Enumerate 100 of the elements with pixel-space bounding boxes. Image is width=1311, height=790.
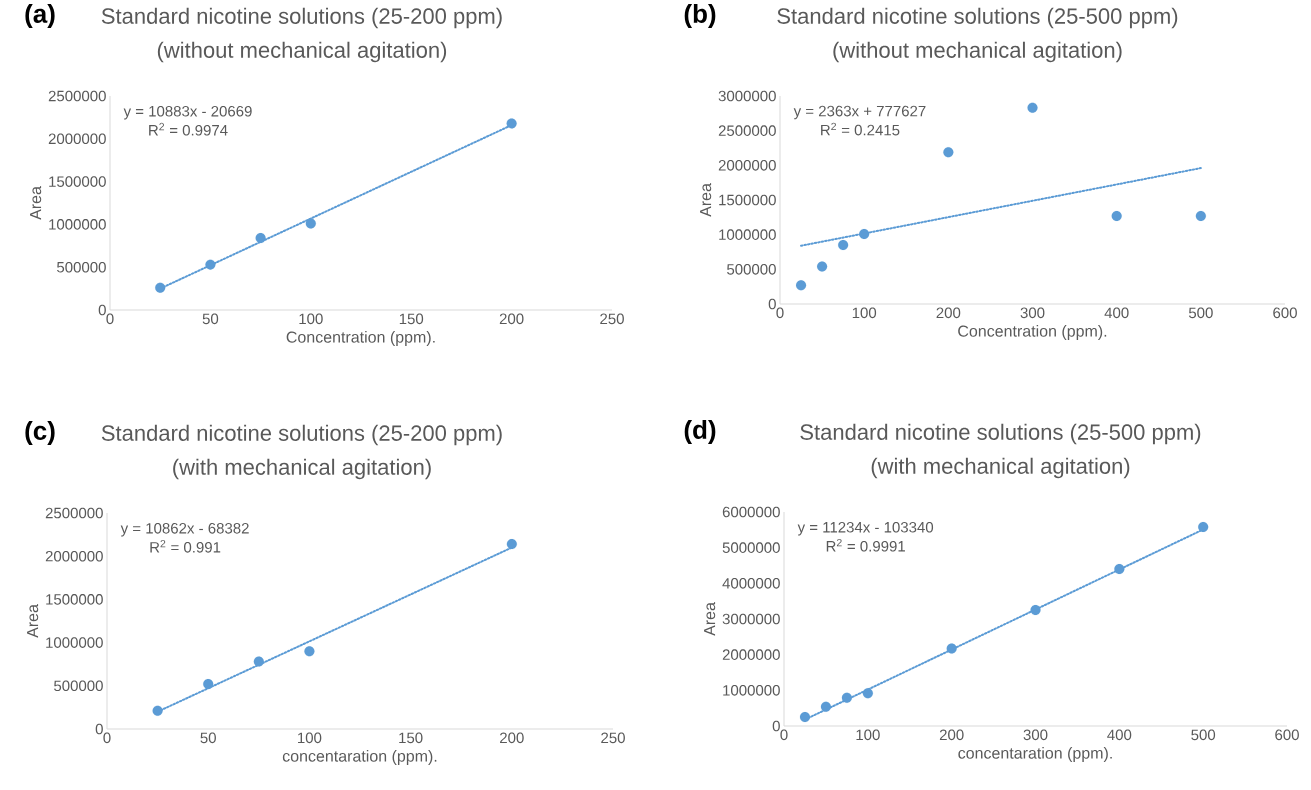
y-tick-label: 1000000 <box>46 637 103 648</box>
y-axis-title: Area <box>27 604 39 638</box>
point <box>799 712 811 723</box>
point <box>859 228 870 240</box>
x-tick-label: 200 <box>939 729 964 741</box>
point <box>817 261 828 272</box>
y-axis-title: Area <box>704 602 716 636</box>
x-tick-label: 100 <box>298 732 322 744</box>
annotation: y = 2363x + 777627 <box>793 105 926 120</box>
x-tick-label: 200 <box>936 307 961 319</box>
x-axis-title: Concentration (ppm). <box>286 331 435 346</box>
point <box>820 701 831 712</box>
text: (c) <box>25 420 55 446</box>
y-axis-title: Area <box>30 186 42 220</box>
point <box>1030 605 1041 616</box>
point <box>205 259 216 270</box>
x-tick-label: 50 <box>200 732 216 744</box>
y-tick-label: 2000000 <box>718 160 776 171</box>
y-tick-label: 2000000 <box>722 649 780 660</box>
y-tick-label: 500000 <box>54 680 103 692</box>
point <box>255 233 266 244</box>
y-tick-label: 1500000 <box>719 194 776 206</box>
point <box>862 688 873 699</box>
y-tick-label: 0 <box>772 720 780 732</box>
chart-title: Standard nicotine solutions (25-200 ppm) <box>101 7 502 29</box>
y-tick-label: 2500000 <box>718 125 776 136</box>
annotation: R$^{2}$ = 0.2415 <box>821 122 900 136</box>
y-tick-label: 2500000 <box>48 90 106 102</box>
chart-subtitle: (without mechanical agitation) <box>157 41 447 63</box>
chart-subtitle: (without mechanical agitation) <box>833 41 1122 63</box>
x-tick-label: 150 <box>399 732 423 744</box>
y-tick-label: 4000000 <box>722 578 780 589</box>
y-tick-label: 3000000 <box>718 90 776 102</box>
x-tick-label: 500 <box>1188 307 1213 319</box>
x-tick-label: 400 <box>1104 307 1129 319</box>
point <box>152 705 163 716</box>
point <box>506 118 517 129</box>
point <box>155 282 166 293</box>
y-tick-label: 0 <box>768 298 776 310</box>
text: (a) <box>25 3 55 29</box>
x-tick-label: 600 <box>1275 729 1299 741</box>
point <box>1027 102 1038 113</box>
y-tick-label: 2000000 <box>45 550 103 562</box>
x-tick-label: 100 <box>852 307 877 319</box>
x-tick-label: 600 <box>1273 307 1297 319</box>
annotation: R$^{2}$ = 0.9991 <box>826 538 905 552</box>
y-tick-label: 6000000 <box>722 506 780 518</box>
point <box>795 280 807 291</box>
point <box>253 656 264 667</box>
x-tick-label: 250 <box>601 732 625 744</box>
y-tick-label: 1000000 <box>49 219 106 230</box>
y-tick-label: 500000 <box>727 264 776 275</box>
point <box>305 218 316 229</box>
point <box>304 646 315 657</box>
point <box>838 240 849 251</box>
y-axis-title: Area <box>700 183 712 217</box>
annotation: y = 10862x - 68382 <box>120 523 249 537</box>
y-tick-label: 1000000 <box>723 685 780 696</box>
x-tick-label: 300 <box>1020 307 1045 319</box>
annotation: R$^{2}$ = 0.991 <box>150 539 221 553</box>
chart-subtitle: (with mechanical agitation) <box>173 458 431 480</box>
x-tick-label: 100 <box>299 313 323 325</box>
text: (b) <box>684 3 716 29</box>
x-tick-label: 300 <box>1023 729 1048 741</box>
point <box>1195 210 1206 221</box>
point <box>943 147 954 158</box>
y-tick-label: 1500000 <box>46 594 103 605</box>
point <box>841 692 852 703</box>
annotation: y = 10883x - 20669 <box>123 105 252 120</box>
x-tick-label: 400 <box>1107 729 1132 741</box>
y-tick-label: 5000000 <box>722 542 780 553</box>
annotation: R$^{2}$ = 0.9974 <box>149 122 228 136</box>
point <box>506 539 517 550</box>
point <box>203 679 214 690</box>
point <box>1114 564 1125 575</box>
chart-title: Standard nicotine solutions (25-500 ppm) <box>800 423 1201 445</box>
y-tick-label: 500000 <box>57 261 106 273</box>
x-axis-title: Concentration (ppm). <box>958 325 1107 340</box>
x-tick-label: 0 <box>106 313 114 325</box>
x-tick-label: 0 <box>780 729 788 741</box>
point <box>1198 521 1209 533</box>
x-tick-label: 250 <box>600 313 624 325</box>
y-tick-label: 1500000 <box>49 176 106 187</box>
chart-title: Standard nicotine solutions (25-500 ppm) <box>777 7 1178 29</box>
point <box>946 643 957 654</box>
y-tick-label: 2500000 <box>45 507 103 519</box>
x-axis-title: concentaration (ppm). <box>282 750 437 765</box>
x-tick-label: 50 <box>202 313 219 325</box>
point <box>1111 210 1122 221</box>
chart-subtitle: (with mechanical agitation) <box>871 457 1130 479</box>
x-tick-label: 200 <box>500 732 524 744</box>
y-tick-label: 1000000 <box>719 229 776 240</box>
x-axis-title: concentaration (ppm). <box>958 747 1112 762</box>
x-tick-label: 150 <box>399 313 424 325</box>
x-tick-label: 500 <box>1191 729 1216 741</box>
y-tick-label: 2000000 <box>48 133 106 145</box>
annotation: y = 11234x - 103340 <box>797 521 934 536</box>
y-tick-label: 3000000 <box>722 613 780 625</box>
chart-title: Standard nicotine solutions (25-200 ppm) <box>101 424 502 446</box>
x-tick-label: 100 <box>856 729 880 741</box>
